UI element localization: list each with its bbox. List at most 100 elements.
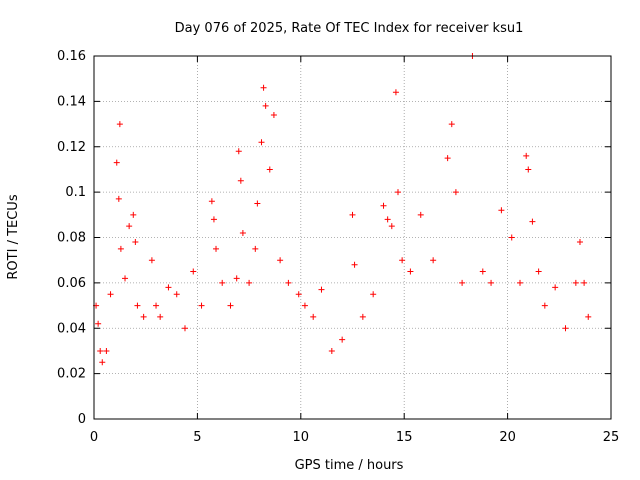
grid	[94, 56, 611, 419]
data-point	[380, 202, 387, 209]
data-point	[130, 211, 137, 218]
data-point	[394, 189, 401, 196]
x-tick-label: 15	[396, 430, 413, 445]
data-point	[444, 155, 451, 162]
data-point	[254, 200, 261, 207]
data-point	[562, 325, 569, 332]
y-tick-label: 0.02	[57, 367, 86, 382]
data-point	[208, 198, 215, 205]
data-point	[122, 275, 129, 282]
data-point	[448, 121, 455, 128]
data-point	[359, 313, 366, 320]
x-tick-label: 10	[293, 430, 310, 445]
data-point	[181, 325, 188, 332]
data-point	[525, 166, 532, 173]
data-point	[198, 302, 205, 309]
data-point	[581, 279, 588, 286]
data-point	[95, 320, 102, 327]
data-point	[328, 347, 335, 354]
data-point	[190, 268, 197, 275]
data-point	[266, 166, 273, 173]
data-point	[407, 268, 414, 275]
data-point	[173, 291, 180, 298]
data-point	[349, 211, 356, 218]
data-point	[134, 302, 141, 309]
data-point	[117, 245, 124, 252]
y-tick-label: 0.1	[65, 185, 86, 200]
data-point	[572, 279, 579, 286]
data-point	[508, 234, 515, 241]
data-point	[213, 245, 220, 252]
data-point	[153, 302, 160, 309]
y-tick-label: 0.12	[57, 140, 86, 155]
data-point	[285, 279, 292, 286]
data-point	[392, 89, 399, 96]
y-tick-label: 0.16	[57, 49, 86, 64]
data-point	[227, 302, 234, 309]
y-tick-label: 0.14	[57, 94, 86, 109]
data-point	[452, 189, 459, 196]
data-point	[535, 268, 542, 275]
x-axis-label: GPS time / hours	[295, 458, 404, 473]
y-tick-label: 0	[78, 412, 86, 427]
data-point	[99, 359, 106, 366]
data-points	[93, 53, 592, 366]
data-point	[148, 257, 155, 264]
data-point	[260, 84, 267, 91]
y-axis-label: ROTI / TECUs	[6, 194, 21, 279]
data-point	[235, 148, 242, 155]
data-point	[113, 159, 120, 166]
data-point	[417, 211, 424, 218]
data-point	[488, 279, 495, 286]
data-point	[301, 302, 308, 309]
data-point	[262, 102, 269, 109]
x-tick-label: 5	[193, 430, 201, 445]
data-point	[116, 121, 123, 128]
data-point	[140, 313, 147, 320]
x-tick-label: 25	[603, 430, 620, 445]
data-point	[351, 261, 358, 268]
data-point	[384, 216, 391, 223]
y-tick-label: 0.06	[57, 276, 86, 291]
y-tick-label: 0.08	[57, 231, 86, 246]
data-point	[157, 313, 164, 320]
data-point	[295, 291, 302, 298]
data-point	[552, 284, 559, 291]
data-point	[370, 291, 377, 298]
y-tick-label: 0.04	[57, 321, 86, 336]
data-point	[479, 268, 486, 275]
data-point	[115, 195, 122, 202]
data-point	[523, 152, 530, 159]
data-point	[270, 111, 277, 118]
data-point	[107, 291, 114, 298]
data-point	[517, 279, 524, 286]
data-point	[541, 302, 548, 309]
data-point	[126, 223, 133, 230]
data-point	[239, 229, 246, 236]
data-point	[233, 275, 240, 282]
data-point	[576, 239, 583, 246]
data-point	[430, 257, 437, 264]
data-point	[318, 286, 325, 293]
data-point	[310, 313, 317, 320]
data-point	[399, 257, 406, 264]
data-point	[258, 139, 265, 146]
data-point	[277, 257, 284, 264]
data-point	[210, 216, 217, 223]
x-tick-label: 20	[499, 430, 516, 445]
data-point	[237, 177, 244, 184]
data-point	[459, 279, 466, 286]
data-point	[498, 207, 505, 214]
axes: 0 0.02 0.04 0.06 0.08 0.1 0.12 0.14 0.16 0 5 10 15 20…	[57, 49, 619, 445]
data-point	[585, 313, 592, 320]
x-tick-label: 0	[90, 430, 98, 445]
data-point	[103, 347, 110, 354]
data-point	[165, 284, 172, 291]
data-point	[529, 218, 536, 225]
data-point	[252, 245, 259, 252]
data-point	[339, 336, 346, 343]
data-point	[97, 347, 104, 354]
data-point	[246, 279, 253, 286]
data-point	[219, 279, 226, 286]
